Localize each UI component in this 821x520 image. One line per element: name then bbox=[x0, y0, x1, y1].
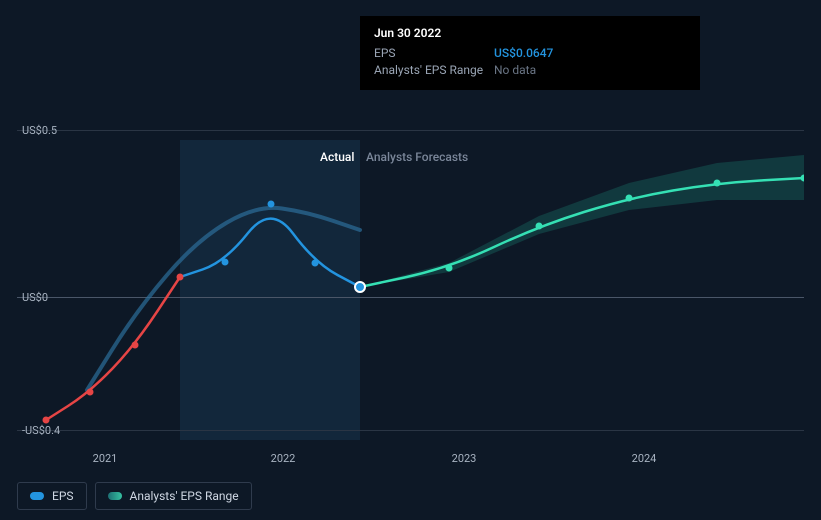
eps-chart: US$0.5 US$0 -US$0.4 Actual Analysts Fore… bbox=[17, 0, 804, 520]
tooltip-key-eps: EPS bbox=[374, 46, 494, 60]
legend-item-eps[interactable]: EPS bbox=[17, 482, 87, 510]
tooltip-date: Jun 30 2022 bbox=[374, 26, 686, 40]
legend-label-range: Analysts' EPS Range bbox=[130, 489, 239, 503]
tooltip-value-range: No data bbox=[494, 63, 536, 77]
x-axis-label: 2022 bbox=[271, 452, 296, 465]
legend: EPS Analysts' EPS Range bbox=[17, 482, 252, 510]
legend-swatch-eps bbox=[30, 492, 44, 500]
x-axis-label: 2023 bbox=[452, 452, 477, 465]
eps-line-positive bbox=[180, 219, 360, 287]
analyst-range-line bbox=[87, 208, 360, 390]
x-axis-label: 2021 bbox=[93, 452, 118, 465]
tooltip-value-eps: US$0.0647 bbox=[494, 46, 553, 60]
legend-item-range[interactable]: Analysts' EPS Range bbox=[95, 482, 252, 510]
legend-swatch-range bbox=[108, 492, 122, 500]
highlight-marker bbox=[355, 282, 365, 292]
legend-label-eps: EPS bbox=[52, 489, 74, 503]
tooltip-key-range: Analysts' EPS Range bbox=[374, 63, 494, 77]
chart-tooltip: Jun 30 2022 EPS US$0.0647 Analysts' EPS … bbox=[360, 16, 700, 90]
forecast-band bbox=[360, 155, 804, 287]
x-axis-label: 2024 bbox=[632, 452, 657, 465]
